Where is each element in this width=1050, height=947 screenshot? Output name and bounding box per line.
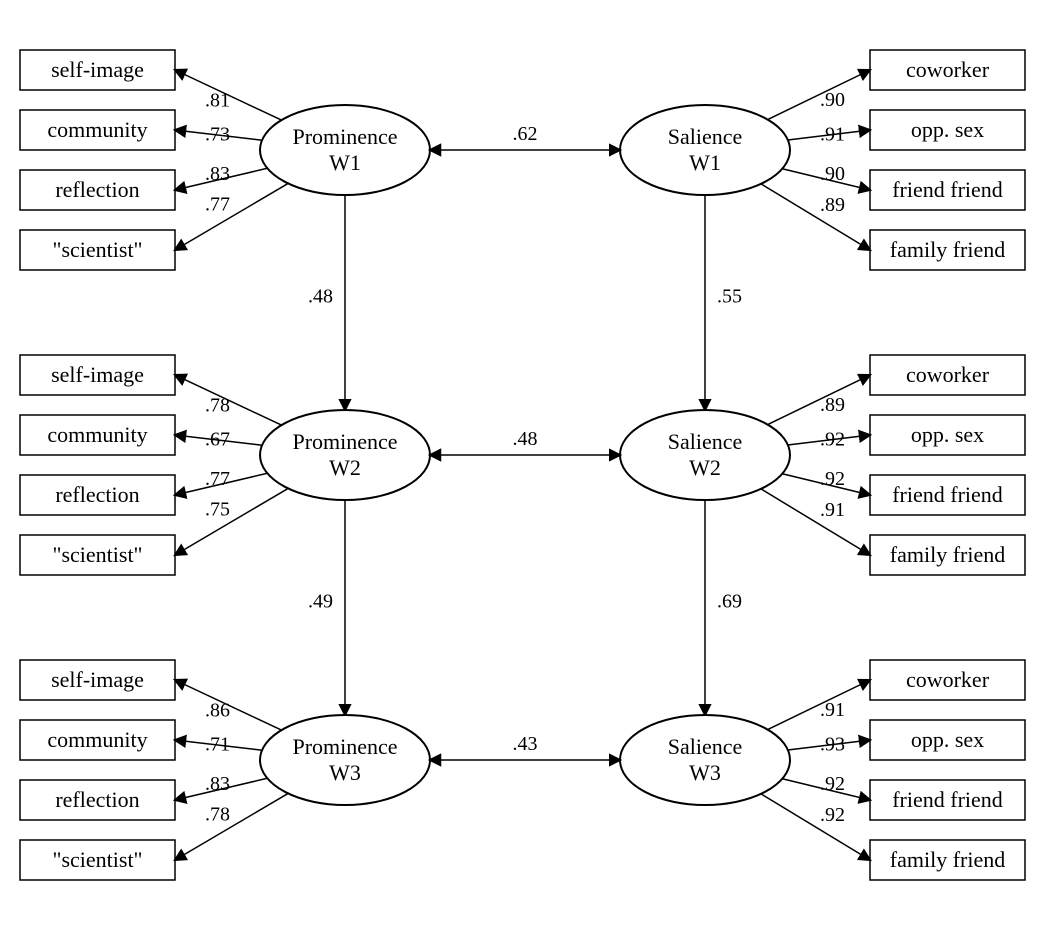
prom-W2-load-3 [175, 488, 288, 555]
prominence-W2-label-bot: W2 [329, 455, 361, 480]
sal-W2-down-coef: .69 [717, 591, 742, 613]
prominence-W1-label-bot: W1 [329, 150, 361, 175]
salience-W2-label-top: Salience [668, 429, 743, 454]
prominence-W2-label-top: Prominence [292, 429, 397, 454]
sal-W2-load-3 [761, 489, 870, 555]
sal-W2-ind-0-label: coworker [906, 362, 990, 387]
prom-W2-ind-0-label: self-image [51, 362, 144, 387]
sal-W1-down-coef: .55 [717, 286, 742, 308]
salience-W1-label-top: Salience [668, 124, 743, 149]
prom-W2-ind-1-label: community [47, 422, 147, 447]
salience-W1-label-bot: W1 [689, 150, 721, 175]
prom-W2-coef-1: .67 [205, 429, 230, 451]
prominence-W3-label-bot: W3 [329, 760, 361, 785]
cov-W1-coef: .62 [513, 123, 538, 145]
sal-W3-load-3 [761, 794, 870, 860]
prom-W3-ind-3-label: "scientist" [52, 847, 142, 872]
sal-W3-ind-0-label: coworker [906, 667, 990, 692]
sal-W3-coef-0: .91 [820, 699, 845, 721]
sal-W2-ind-2-label: friend friend [892, 482, 1003, 507]
prom-W1-load-3 [175, 183, 288, 250]
sal-W3-ind-2-label: friend friend [892, 787, 1003, 812]
salience-W2-label-bot: W2 [689, 455, 721, 480]
sal-W3-load-0 [768, 680, 870, 730]
sal-W1-coef-0: .90 [820, 89, 845, 111]
prom-W1-coef-3: .77 [205, 194, 230, 216]
prom-W1-ind-2-label: reflection [55, 177, 139, 202]
prom-W3-ind-0-label: self-image [51, 667, 144, 692]
sal-W2-coef-0: .89 [820, 394, 845, 416]
sal-W1-ind-3-label: family friend [890, 237, 1005, 262]
sal-W3-ind-3-label: family friend [890, 847, 1005, 872]
prom-W3-load-3 [175, 793, 288, 860]
sal-W2-load-0 [768, 375, 870, 425]
sal-W1-load-3 [761, 184, 870, 250]
prom-W1-coef-2: .83 [205, 163, 230, 185]
salience-W3-label-bot: W3 [689, 760, 721, 785]
sal-W1-ind-0-label: coworker [906, 57, 990, 82]
sal-W1-coef-2: .90 [820, 163, 845, 185]
cov-W2-coef: .48 [513, 428, 538, 450]
sal-W2-coef-1: .92 [820, 428, 845, 450]
sal-W1-coef-1: .91 [820, 123, 845, 145]
prominence-W1-label-top: Prominence [292, 124, 397, 149]
sal-W3-coef-3: .92 [820, 804, 845, 826]
prom-W3-coef-0: .86 [205, 700, 230, 722]
prom-W3-coef-1: .71 [205, 734, 230, 756]
prom-W2-coef-2: .77 [205, 468, 230, 490]
salience-W3-label-top: Salience [668, 734, 743, 759]
prom-W3-coef-3: .78 [205, 804, 230, 826]
sal-W3-ind-1-label: opp. sex [911, 727, 984, 752]
cov-W3-coef: .43 [513, 733, 538, 755]
sal-W2-ind-3-label: family friend [890, 542, 1005, 567]
sal-W1-ind-1-label: opp. sex [911, 117, 984, 142]
sal-W1-coef-3: .89 [820, 194, 845, 216]
prom-W1-ind-3-label: "scientist" [52, 237, 142, 262]
prom-W2-ind-3-label: "scientist" [52, 542, 142, 567]
prom-W2-coef-3: .75 [205, 499, 230, 521]
prom-W3-coef-2: .83 [205, 773, 230, 795]
sal-W2-coef-2: .92 [820, 468, 845, 490]
prom-W2-down-coef: .49 [308, 591, 333, 613]
prom-W3-ind-2-label: reflection [55, 787, 139, 812]
prom-W1-coef-1: .73 [205, 124, 230, 146]
prom-W1-coef-0: .81 [205, 90, 230, 112]
sal-W1-ind-2-label: friend friend [892, 177, 1003, 202]
prom-W2-ind-2-label: reflection [55, 482, 139, 507]
prom-W1-ind-1-label: community [47, 117, 147, 142]
prominence-W3-label-top: Prominence [292, 734, 397, 759]
prom-W1-down-coef: .48 [308, 286, 333, 308]
sem-diagram: ProminenceW1SalienceW1self-image.81commu… [0, 0, 1050, 947]
prom-W1-ind-0-label: self-image [51, 57, 144, 82]
sal-W3-coef-2: .92 [820, 773, 845, 795]
sal-W2-ind-1-label: opp. sex [911, 422, 984, 447]
prom-W3-ind-1-label: community [47, 727, 147, 752]
prom-W2-coef-0: .78 [205, 395, 230, 417]
sal-W1-load-0 [768, 70, 870, 120]
sal-W2-coef-3: .91 [820, 499, 845, 521]
sal-W3-coef-1: .93 [820, 733, 845, 755]
